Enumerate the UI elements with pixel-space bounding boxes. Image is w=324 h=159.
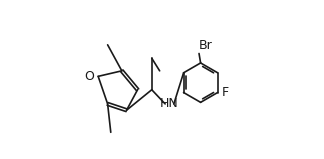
Text: Br: Br [198,39,212,52]
Text: O: O [84,70,94,83]
Text: HN: HN [160,97,179,111]
Text: F: F [222,86,229,99]
